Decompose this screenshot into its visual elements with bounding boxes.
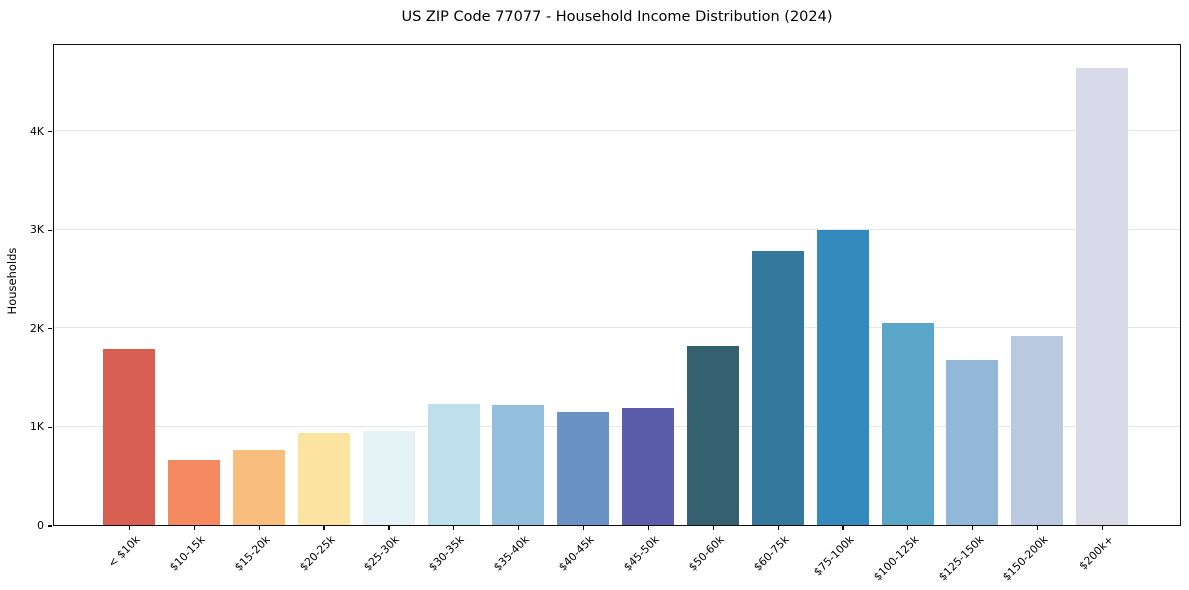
x-tick-label: $40-45k xyxy=(556,533,597,574)
x-tick-label: $15-20k xyxy=(231,533,273,574)
chart-title: US ZIP Code 77077 - Household Income Dis… xyxy=(401,9,833,25)
x-tick-label: $10-15k xyxy=(166,533,208,574)
x-tick-label: $45-50k xyxy=(620,533,662,574)
x-tick-label: $20-25k xyxy=(296,533,338,574)
bar-15-20k xyxy=(232,449,285,525)
x-tick-mark xyxy=(453,526,455,530)
y-tick-mark xyxy=(48,328,52,330)
x-tick-label: $35-40k xyxy=(491,533,532,574)
y-tick-label: 4K xyxy=(30,124,44,138)
bar-40-45k xyxy=(557,411,610,525)
x-tick-label: $30-35k xyxy=(426,533,468,574)
bar-10-15k xyxy=(168,460,221,525)
bar-150-200k xyxy=(1011,336,1064,525)
bar-25-30k xyxy=(362,431,415,525)
y-tick-label: 2K xyxy=(30,321,44,335)
bar-35-40k xyxy=(492,405,545,525)
y-tick-mark xyxy=(48,525,52,527)
x-tick-mark xyxy=(128,526,131,530)
bar-200k xyxy=(1076,67,1129,525)
bar-45-50k xyxy=(622,407,675,525)
x-tick-mark xyxy=(842,526,844,530)
y-tick-mark xyxy=(48,131,52,133)
y-tick-mark xyxy=(48,229,52,231)
x-tick-mark xyxy=(647,526,649,530)
x-tick-mark xyxy=(712,526,714,530)
x-tick-mark xyxy=(582,526,585,530)
gridline xyxy=(54,425,1180,427)
x-tick-mark xyxy=(258,526,260,530)
bar-10k xyxy=(103,348,156,525)
gridline xyxy=(54,130,1180,132)
x-tick-label: $25-30k xyxy=(361,533,403,574)
bar-75-100k xyxy=(816,230,869,525)
y-tick-label: 0 xyxy=(37,519,44,532)
x-tick-label: $60-75k xyxy=(750,533,792,574)
x-tick-mark xyxy=(907,526,909,530)
y-tick-label: 1K xyxy=(30,420,44,434)
bar-100-125k xyxy=(881,322,934,525)
x-tick-mark xyxy=(323,526,325,530)
x-tick-label: $200k+ xyxy=(1076,533,1116,573)
gridline xyxy=(54,327,1180,329)
x-tick-mark xyxy=(1101,526,1104,530)
y-axis-label: Households xyxy=(5,247,19,315)
x-tick-label: $100-125k xyxy=(870,533,922,584)
x-tick-label: $125-150k xyxy=(935,533,986,584)
x-tick-label: < $10k xyxy=(105,533,143,571)
gridline xyxy=(54,228,1180,230)
bar-60-75k xyxy=(751,251,804,525)
x-tick-label: $50-60k xyxy=(685,533,727,574)
y-tick-mark xyxy=(48,426,52,429)
x-tick-mark xyxy=(777,526,779,530)
bar-50-60k xyxy=(686,346,739,525)
x-tick-mark xyxy=(972,526,974,530)
x-tick-mark xyxy=(518,526,520,530)
bar-20-25k xyxy=(297,433,350,525)
x-tick-mark xyxy=(193,526,195,530)
bar-30-35k xyxy=(427,404,480,525)
x-tick-label: $75-100k xyxy=(810,533,857,579)
x-tick-label: $150-200k xyxy=(1000,533,1051,584)
y-tick-label: 3K xyxy=(30,223,44,237)
x-tick-mark xyxy=(388,526,390,530)
bar-125-150k xyxy=(946,359,999,525)
x-tick-mark xyxy=(1037,526,1039,530)
plot-area xyxy=(53,44,1181,526)
